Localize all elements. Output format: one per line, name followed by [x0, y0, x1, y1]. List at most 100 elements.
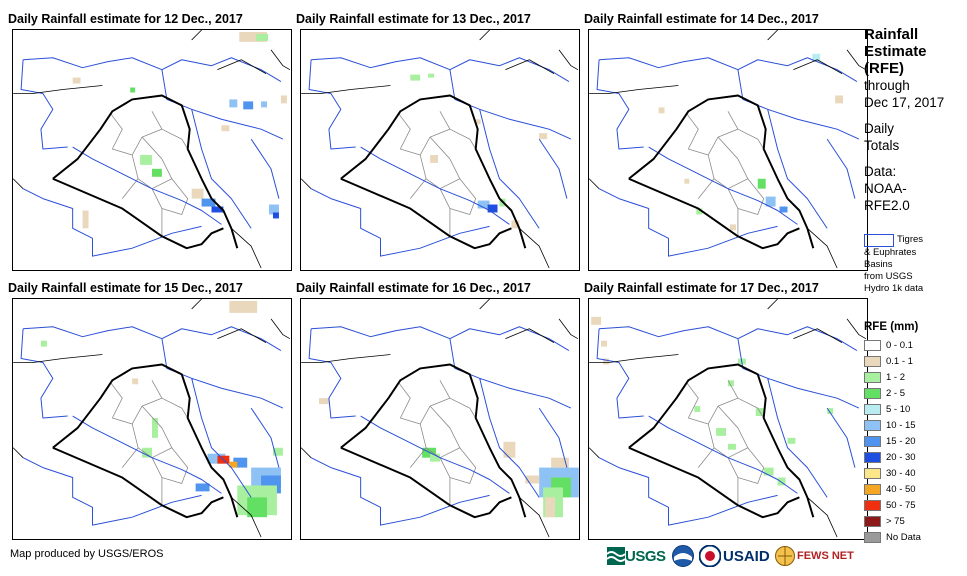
river-basin-outline — [596, 326, 860, 526]
map-panel-title: Daily Rainfall estimate for 14 Dec., 201… — [584, 12, 819, 26]
map-frame — [12, 29, 292, 271]
data-source-2: RFE2.0 — [864, 198, 910, 213]
legend-swatch — [864, 403, 881, 415]
map-panel: Daily Rainfall estimate for 13 Dec., 201… — [296, 12, 580, 274]
rain-cell — [229, 300, 258, 313]
rain-cell — [280, 95, 287, 104]
legend-item: 0 - 0.1 — [864, 337, 964, 353]
usgs-logo-text: USGS — [625, 547, 666, 565]
basin-text-1: Tigres — [897, 234, 924, 245]
through-label: through — [864, 78, 910, 93]
through-date: Dec 17, 2017 — [864, 95, 945, 110]
rain-cell — [728, 380, 734, 387]
iraq-border — [52, 363, 239, 519]
rain-cell — [503, 441, 516, 458]
rainfall-map — [301, 299, 579, 538]
legend-item: 1 - 2 — [864, 369, 964, 385]
rain-cell — [694, 406, 701, 413]
rain-cell — [511, 220, 520, 229]
country-borders — [301, 299, 579, 538]
rain-cell — [428, 73, 435, 78]
rain-cell — [591, 316, 602, 325]
legend-swatch — [864, 483, 881, 495]
rain-cell — [152, 168, 162, 177]
legend-label: 15 - 20 — [886, 435, 916, 447]
rain-cell — [207, 453, 226, 464]
rain-cell — [812, 53, 821, 62]
rain-cell — [539, 133, 548, 140]
map-panel-title: Daily Rainfall estimate for 13 Dec., 201… — [296, 12, 531, 26]
legend-label: 2 - 5 — [886, 387, 906, 399]
legend-swatch — [864, 355, 881, 367]
usgs-logo: USGS — [607, 543, 666, 569]
legend-swatch — [864, 499, 881, 511]
data-label: Data: — [864, 164, 897, 179]
rain-cell — [430, 154, 439, 163]
fews-logo-text: FEWS NET — [797, 550, 854, 562]
legend-swatch — [864, 435, 881, 447]
rain-cell — [757, 178, 766, 189]
legend-swatch — [864, 419, 881, 431]
rain-cell — [658, 107, 665, 114]
rain-cell — [256, 33, 269, 41]
sidebar: Rainfall Estimate (RFE) through Dec 17, … — [864, 26, 964, 214]
rain-cell — [243, 101, 254, 110]
rainfall-map — [13, 30, 291, 269]
legend-item: 2 - 5 — [864, 385, 964, 401]
legend-label: No Data — [886, 531, 921, 543]
map-frame — [12, 298, 292, 540]
map-frame — [588, 298, 868, 540]
map-panel-title: Daily Rainfall estimate for 16 Dec., 201… — [296, 281, 531, 295]
rain-cell — [140, 154, 152, 165]
fews-globe-icon — [775, 546, 795, 566]
rain-cell — [765, 196, 776, 207]
rain-cell — [82, 210, 89, 229]
rain-cell — [475, 119, 481, 125]
logo-strip: USGS USAID FEWS NET — [607, 543, 857, 569]
rain-cell — [130, 87, 136, 93]
rain-cell — [684, 178, 690, 184]
rainfall-map — [301, 30, 579, 269]
legend-item: No Data — [864, 529, 964, 545]
rain-cell — [319, 398, 329, 405]
basin-text-2: & Euphrates — [864, 247, 917, 258]
rain-cell — [779, 206, 788, 213]
rain-cell — [716, 427, 727, 436]
rain-cell — [835, 95, 844, 104]
map-panel: Daily Rainfall estimate for 16 Dec., 201… — [296, 281, 580, 543]
legend-item: 0.1 - 1 — [864, 353, 964, 369]
country-borders — [589, 299, 867, 538]
country-borders — [13, 30, 291, 269]
rain-cell — [603, 358, 609, 365]
river-basin-outline — [308, 326, 572, 526]
rain-cell — [410, 74, 421, 81]
rain-cell — [272, 447, 283, 456]
map-frame — [300, 298, 580, 540]
rain-cell — [487, 204, 498, 213]
province-boundaries — [110, 111, 189, 237]
rain-cell — [229, 99, 238, 108]
rain-cell — [142, 447, 152, 458]
legend-swatch — [864, 467, 881, 479]
rain-cell — [827, 408, 834, 415]
legend-swatch — [864, 515, 881, 527]
totals-label: Totals — [864, 138, 900, 153]
rain-cell — [696, 208, 703, 215]
river-basin-outline — [20, 57, 284, 257]
map-panel: Daily Rainfall estimate for 15 Dec., 201… — [8, 281, 292, 543]
rain-cell — [40, 340, 47, 347]
usaid-logo: USAID — [699, 543, 770, 569]
map-frame — [300, 29, 580, 271]
noaa-emblem-icon — [672, 545, 694, 567]
rain-cell — [132, 378, 139, 385]
rainfall-map — [13, 299, 291, 538]
river-basin-outline — [308, 57, 572, 257]
rain-cell — [239, 31, 268, 42]
rain-cell — [545, 497, 556, 518]
rain-cell — [233, 457, 248, 468]
legend-label: 1 - 2 — [886, 371, 906, 383]
iraq-border — [628, 363, 815, 519]
rain-cell — [430, 453, 440, 462]
rain-cell — [261, 101, 268, 108]
noaa-logo — [672, 543, 694, 569]
